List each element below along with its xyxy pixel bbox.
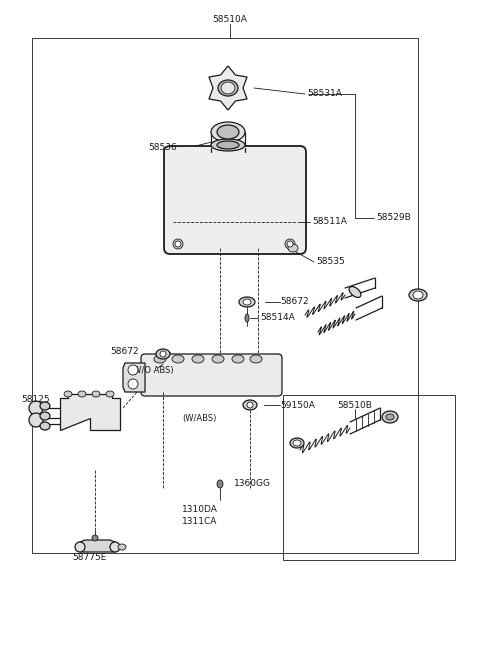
Ellipse shape	[75, 542, 85, 552]
Bar	[283, 395, 455, 560]
Ellipse shape	[175, 241, 181, 247]
FancyBboxPatch shape	[141, 354, 282, 396]
Polygon shape	[60, 394, 120, 430]
Ellipse shape	[243, 400, 257, 410]
Ellipse shape	[217, 125, 239, 139]
Ellipse shape	[29, 413, 43, 427]
Ellipse shape	[64, 391, 72, 397]
Ellipse shape	[128, 365, 138, 375]
Text: (W/O ABS): (W/O ABS)	[130, 365, 174, 375]
Ellipse shape	[212, 355, 224, 363]
Ellipse shape	[293, 440, 301, 446]
Ellipse shape	[40, 412, 50, 420]
Text: 58510A: 58510A	[213, 16, 247, 24]
Ellipse shape	[413, 291, 423, 299]
Ellipse shape	[382, 411, 398, 423]
Ellipse shape	[250, 355, 262, 363]
Text: 58775E: 58775E	[72, 553, 107, 563]
Ellipse shape	[221, 82, 235, 94]
Ellipse shape	[128, 379, 138, 389]
Ellipse shape	[386, 414, 394, 420]
Ellipse shape	[154, 355, 166, 363]
Text: 58536: 58536	[148, 143, 177, 153]
Text: 58672: 58672	[280, 297, 309, 307]
Ellipse shape	[40, 422, 50, 430]
Text: 58529B: 58529B	[376, 214, 411, 223]
Ellipse shape	[349, 286, 361, 297]
Ellipse shape	[409, 289, 427, 301]
Text: 58514A: 58514A	[260, 314, 295, 322]
Ellipse shape	[217, 141, 239, 149]
Ellipse shape	[288, 244, 298, 252]
Polygon shape	[80, 540, 115, 552]
Ellipse shape	[285, 239, 295, 249]
Ellipse shape	[239, 297, 255, 307]
Ellipse shape	[172, 355, 184, 363]
Ellipse shape	[218, 80, 238, 96]
Ellipse shape	[29, 401, 43, 415]
Text: 1360GG: 1360GG	[234, 479, 271, 489]
Text: (W/ABS): (W/ABS)	[182, 413, 216, 422]
Ellipse shape	[156, 349, 170, 359]
Text: 59150A: 59150A	[280, 400, 315, 409]
Ellipse shape	[110, 542, 120, 552]
Ellipse shape	[106, 391, 114, 397]
Ellipse shape	[160, 351, 166, 357]
Ellipse shape	[245, 314, 249, 322]
Ellipse shape	[232, 355, 244, 363]
Ellipse shape	[247, 402, 253, 408]
Polygon shape	[209, 66, 247, 110]
Text: 58125: 58125	[22, 396, 50, 405]
Text: 58672: 58672	[110, 348, 139, 356]
Ellipse shape	[78, 391, 86, 397]
Bar	[32, 38, 418, 553]
Ellipse shape	[92, 535, 98, 541]
Ellipse shape	[173, 239, 183, 249]
Text: 58535: 58535	[316, 257, 345, 267]
Ellipse shape	[243, 299, 251, 305]
Text: 58511A: 58511A	[312, 217, 347, 227]
FancyBboxPatch shape	[164, 146, 306, 254]
Ellipse shape	[290, 438, 304, 448]
Polygon shape	[123, 363, 145, 392]
Text: 58531A: 58531A	[307, 90, 342, 98]
Ellipse shape	[40, 402, 50, 410]
Ellipse shape	[118, 544, 126, 550]
Text: 1310DA: 1310DA	[182, 506, 218, 514]
Ellipse shape	[92, 391, 100, 397]
Ellipse shape	[211, 122, 245, 142]
Ellipse shape	[287, 241, 293, 247]
Ellipse shape	[192, 355, 204, 363]
Ellipse shape	[211, 139, 245, 151]
Ellipse shape	[217, 480, 223, 488]
Text: 1311CA: 1311CA	[182, 517, 217, 527]
Text: 58510B: 58510B	[337, 400, 372, 409]
